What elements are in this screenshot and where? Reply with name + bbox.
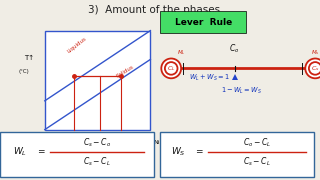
Text: $M_L$: $M_L$ — [177, 48, 186, 57]
Ellipse shape — [161, 58, 181, 78]
Text: $C_s - C_o$: $C_s - C_o$ — [83, 136, 111, 149]
Text: =: = — [195, 148, 203, 157]
Text: Liquidus: Liquidus — [66, 36, 87, 54]
Text: $C_L$: $C_L$ — [167, 64, 175, 73]
Text: $M_s$: $M_s$ — [310, 48, 319, 57]
Text: C$_L$: C$_L$ — [70, 140, 79, 149]
Text: Ni: Ni — [154, 140, 160, 145]
Text: $C_s - C_L$: $C_s - C_L$ — [243, 155, 271, 168]
Text: Solidus: Solidus — [115, 64, 134, 79]
Ellipse shape — [165, 62, 178, 75]
Text: $W_L + W_S = 1$: $W_L + W_S = 1$ — [189, 73, 230, 83]
Text: Wt% Ni →: Wt% Ni → — [85, 157, 110, 162]
FancyBboxPatch shape — [0, 132, 154, 177]
Ellipse shape — [305, 58, 320, 78]
Text: 20: 20 — [34, 139, 40, 144]
Text: $W_S$: $W_S$ — [171, 146, 186, 158]
Text: C$_o$: C$_o$ — [95, 140, 104, 149]
Text: $C_o - C_L$: $C_o - C_L$ — [243, 136, 271, 149]
Text: Cu: Cu — [33, 145, 41, 150]
Bar — [45, 31, 150, 130]
Text: $C_o$: $C_o$ — [229, 42, 240, 55]
Text: Lever  Rule: Lever Rule — [175, 18, 232, 27]
FancyBboxPatch shape — [160, 11, 246, 33]
Text: =: = — [37, 148, 44, 157]
Ellipse shape — [309, 62, 320, 75]
Text: C$_s$: C$_s$ — [116, 140, 125, 149]
Text: $1 - W_L = W_S$: $1 - W_L = W_S$ — [221, 86, 262, 96]
Text: 3)  Amount of the phases: 3) Amount of the phases — [88, 5, 220, 15]
Text: (°C): (°C) — [19, 69, 29, 75]
FancyBboxPatch shape — [160, 132, 314, 177]
Text: T↑: T↑ — [24, 55, 34, 61]
Text: $W_L$: $W_L$ — [13, 146, 27, 158]
Text: $C_s - C_L$: $C_s - C_L$ — [83, 155, 111, 168]
Text: $C_s$: $C_s$ — [311, 64, 319, 73]
